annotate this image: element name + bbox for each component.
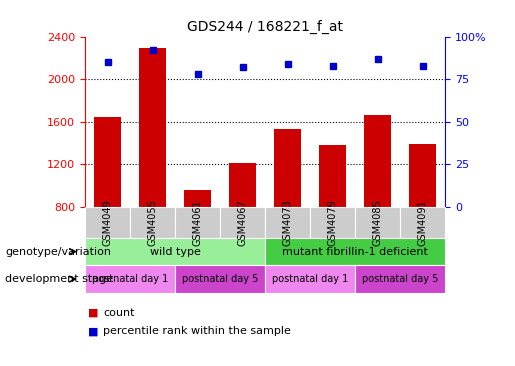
Text: ■: ■ (88, 308, 98, 318)
Text: postnatal day 5: postnatal day 5 (362, 274, 439, 284)
Text: GSM4049: GSM4049 (102, 199, 112, 246)
Title: GDS244 / 168221_f_at: GDS244 / 168221_f_at (187, 20, 343, 34)
Text: ■: ■ (88, 326, 98, 336)
Text: GSM4061: GSM4061 (193, 199, 202, 246)
Text: postnatal day 5: postnatal day 5 (182, 274, 259, 284)
Bar (409, 144, 436, 207)
Bar (139, 48, 166, 207)
Text: development stage: development stage (5, 274, 113, 284)
Bar (94, 117, 121, 207)
Text: count: count (103, 308, 134, 318)
Text: postnatal day 1: postnatal day 1 (92, 274, 168, 284)
Text: GSM4067: GSM4067 (238, 199, 248, 246)
Bar (229, 163, 256, 207)
Text: wild type: wild type (150, 247, 200, 257)
Bar (184, 190, 211, 207)
Text: GSM4055: GSM4055 (148, 199, 158, 246)
Text: percentile rank within the sample: percentile rank within the sample (103, 326, 291, 336)
Bar (365, 115, 391, 207)
Bar (274, 129, 301, 207)
Text: GSM4085: GSM4085 (373, 199, 383, 246)
Text: GSM4079: GSM4079 (328, 199, 338, 246)
Text: GSM4091: GSM4091 (418, 199, 428, 246)
Text: postnatal day 1: postnatal day 1 (272, 274, 349, 284)
Text: mutant fibrillin-1 deficient: mutant fibrillin-1 deficient (282, 247, 428, 257)
Text: genotype/variation: genotype/variation (5, 247, 111, 257)
Text: GSM4073: GSM4073 (283, 199, 293, 246)
Bar (319, 145, 346, 207)
